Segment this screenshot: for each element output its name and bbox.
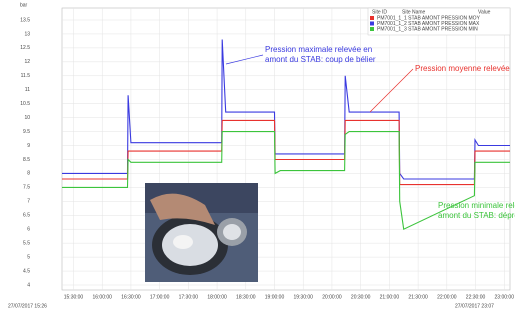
end-date: 27/07/2017 23:07 <box>455 303 494 309</box>
annotation: Pression moyenne relevée <box>415 64 510 73</box>
x-tick-label: 18:00:00 <box>207 294 227 300</box>
x-tick-label: 22:30:00 <box>466 294 486 300</box>
x-tick-label: 19:00:00 <box>265 294 285 300</box>
y-tick-label: 9.5 <box>23 129 30 135</box>
chart: bar 27/07/2017 15:26 27/07/2017 23:07 4 4… <box>0 0 515 311</box>
start-date: 27/07/2017 15:26 <box>8 303 47 309</box>
y-tick-label: 4 <box>27 282 30 288</box>
y-tick-label: 4.5 <box>23 268 30 274</box>
annotation: amont du STAB: coup de bélier <box>265 55 376 64</box>
x-tick-label: 19:30:00 <box>293 294 313 300</box>
y-tick-label: 13.5 <box>20 17 30 23</box>
y-tick-label: 5 <box>27 254 30 260</box>
y-tick-label: 8.5 <box>23 157 30 163</box>
y-tick-label: 7 <box>27 199 30 205</box>
y-tick-label: 11.5 <box>21 73 31 79</box>
legend-swatch <box>370 27 374 31</box>
y-tick-label: 12 <box>24 59 30 65</box>
annotation: amont du STAB: dépression <box>438 211 515 220</box>
x-tick-label: 20:00:00 <box>322 294 342 300</box>
annotation: Pression maximale relevée en <box>265 45 372 54</box>
y-tick-label: 7.5 <box>23 185 30 191</box>
y-tick-label: 9 <box>27 143 30 149</box>
y-tick-label: 6.5 <box>23 213 30 219</box>
x-tick-label: 22:00:00 <box>437 294 457 300</box>
x-tick-label: 15:30:00 <box>64 294 84 300</box>
legend-label: PM7001_1_3 STAB AMONT PRESSION MIN <box>377 26 478 32</box>
y-tick-label: 10 <box>24 115 30 121</box>
x-tick-label: 18:30:00 <box>236 294 256 300</box>
photo-inset <box>145 183 258 282</box>
y-tick-label: 13 <box>24 31 30 37</box>
y-tick-label: 5.5 <box>23 240 30 246</box>
x-tick-label: 21:30:00 <box>408 294 428 300</box>
y-unit: bar <box>20 2 28 8</box>
y-tick-label: 6 <box>27 227 30 233</box>
x-tick-label: 17:00:00 <box>150 294 170 300</box>
x-tick-label: 23:00:00 <box>495 294 515 300</box>
annotation: Pression minimale relevée en <box>438 201 515 210</box>
x-tick-label: 21:00:00 <box>380 294 400 300</box>
x-tick-label: 20:30:00 <box>351 294 371 300</box>
legend-swatch <box>370 16 374 20</box>
x-tick-label: 16:30:00 <box>121 294 141 300</box>
legend-swatch <box>370 22 374 26</box>
y-tick-label: 11 <box>25 87 30 93</box>
y-tick-label: 12.5 <box>20 45 30 51</box>
y-tick-label: 10.5 <box>20 101 30 107</box>
x-tick-label: 17:30:00 <box>179 294 199 300</box>
y-tick-label: 8 <box>27 171 30 177</box>
x-tick-label: 16:00:00 <box>92 294 112 300</box>
